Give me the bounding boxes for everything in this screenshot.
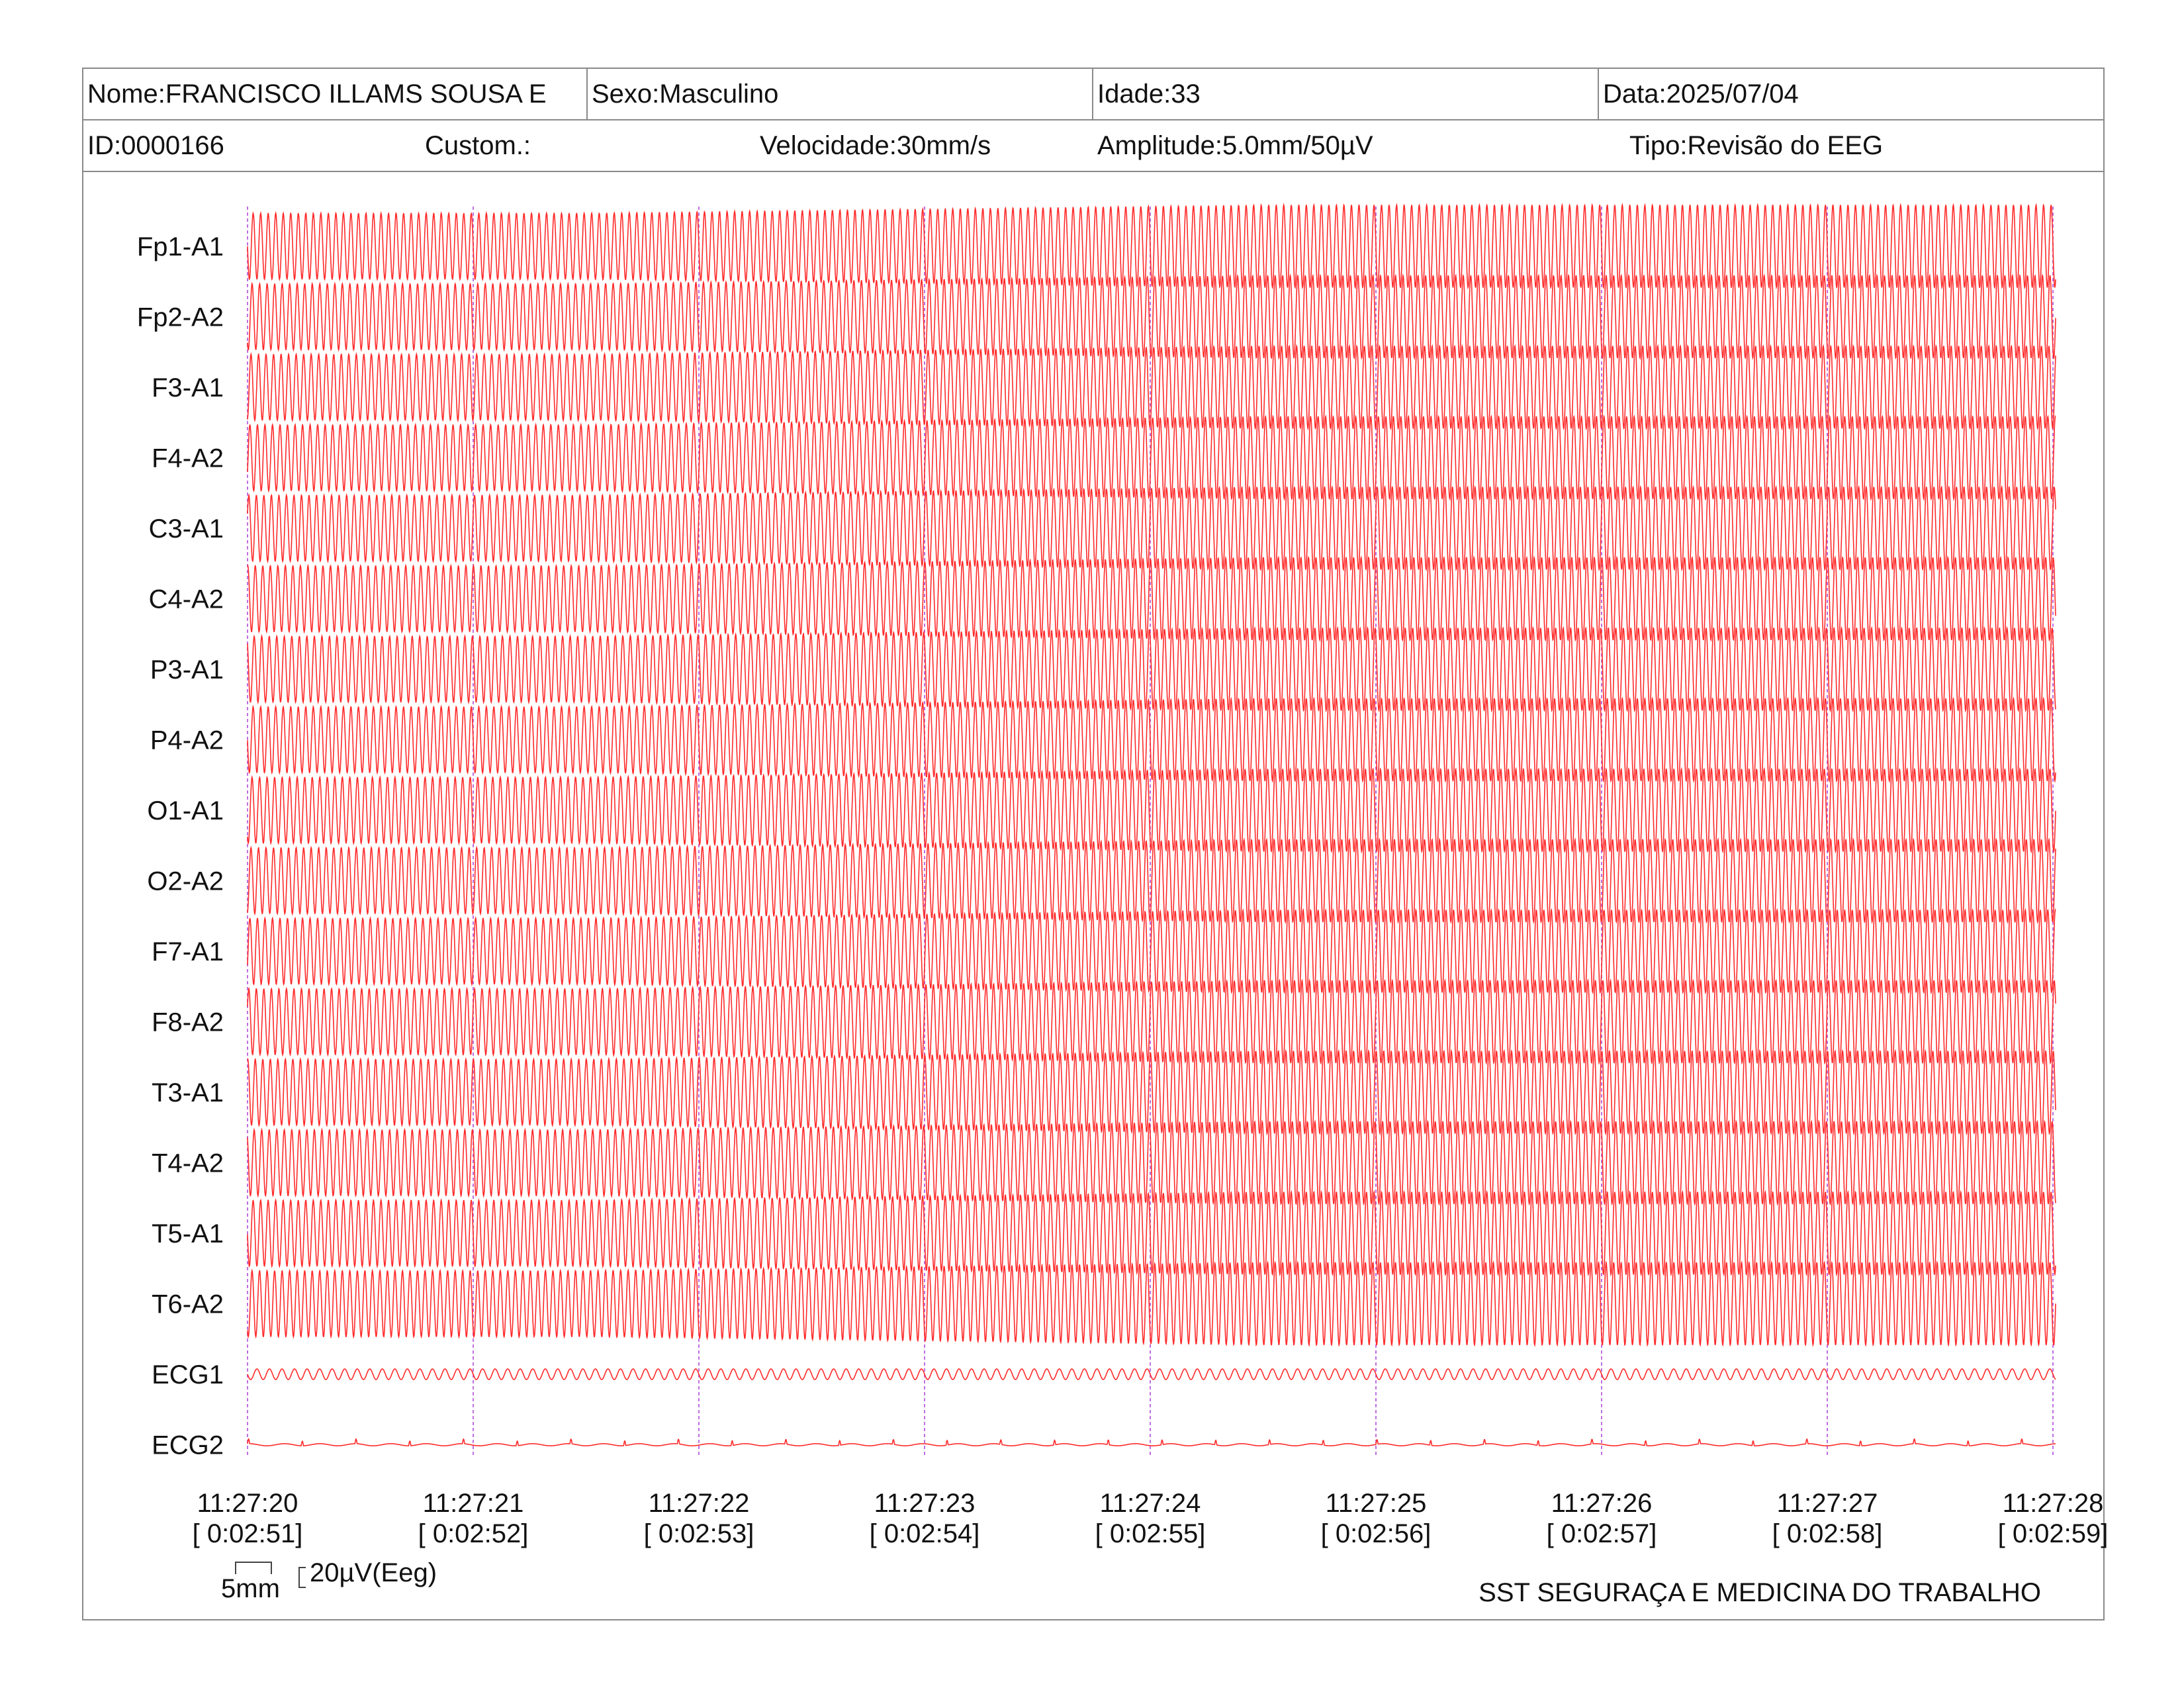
- channel-trace: [247, 1119, 2056, 1206]
- channel-trace: [247, 696, 2056, 784]
- elapsed-tick-label: [ 0:02:51]: [193, 1519, 303, 1548]
- time-tick-label: 11:27:22: [649, 1489, 750, 1518]
- patient-age: Idade:33: [1092, 69, 1598, 119]
- channel-label: C4-A2: [149, 585, 224, 614]
- patient-id: ID:0000166: [87, 130, 224, 160]
- channel-trace: [247, 908, 2056, 995]
- elapsed-tick-label: [ 0:02:54]: [870, 1519, 980, 1548]
- channel-label: F7-A1: [152, 937, 224, 966]
- scale-time-label: 5mm: [221, 1574, 280, 1603]
- channel-label: ECG2: [152, 1431, 224, 1460]
- channel-trace: [247, 1190, 2056, 1277]
- time-axis-labels: 11:27:20[ 0:02:51] 11:27:21[ 0:02:52] 11:2…: [193, 1489, 2109, 1548]
- company-name: SST SEGURAÇA E MEDICINA DO TRABALHO: [1479, 1578, 2041, 1607]
- elapsed-tick-label: [ 0:02:53]: [644, 1519, 754, 1548]
- channel-label: F3-A1: [152, 373, 224, 402]
- time-tick-label: 11:27:20: [197, 1489, 298, 1518]
- channel-trace: [247, 414, 2056, 502]
- channel-trace: [247, 837, 2056, 925]
- channel-label: T4-A2: [152, 1149, 224, 1178]
- header-row-patient: Nome:FRANCISCO ILLAMS SOUSA E Sexo:Mascu…: [83, 69, 2103, 120]
- time-tick-label: 11:27:27: [1777, 1489, 1878, 1518]
- channel-label: T3-A1: [152, 1078, 224, 1107]
- channel-traces: [247, 203, 2056, 1447]
- elapsed-tick-label: [ 0:02:52]: [418, 1519, 529, 1548]
- channel-label: F4-A2: [152, 444, 224, 473]
- header-row-exam: ID:0000166 Custom.: Velocidade:30mm/s Am…: [83, 120, 2103, 172]
- scale-amp-label: 20µV(Eeg): [310, 1558, 437, 1587]
- channel-trace: [247, 1260, 2056, 1348]
- channel-trace: [247, 344, 2056, 431]
- time-tick-label: 11:27:21: [423, 1489, 524, 1518]
- scale-bar-icon: [235, 1562, 306, 1588]
- channel-trace: [247, 555, 2056, 642]
- custom-field: Custom.:: [425, 130, 531, 160]
- channel-label: F8-A2: [152, 1008, 224, 1037]
- speed-setting: Velocidade:30mm/s: [760, 130, 991, 160]
- review-type: Tipo:Revisão do EEG: [1629, 130, 1884, 160]
- channel-label: C3-A1: [149, 514, 224, 543]
- channel-label: O1-A1: [147, 796, 224, 825]
- channel-trace: [247, 203, 2056, 290]
- time-tick-label: 11:27:26: [1551, 1489, 1653, 1518]
- channel-label: ECG1: [152, 1360, 224, 1389]
- patient-sex: Sexo:Masculino: [586, 69, 1092, 119]
- channel-label: P3-A1: [150, 655, 224, 684]
- channel-label: T5-A1: [152, 1219, 224, 1248]
- channel-label: Fp2-A2: [137, 303, 224, 332]
- patient-name: Nome:FRANCISCO ILLAMS SOUSA E: [87, 79, 547, 109]
- elapsed-tick-label: [ 0:02:59]: [1998, 1519, 2109, 1548]
- channel-trace: [247, 1368, 2056, 1380]
- channel-trace: [247, 1438, 2056, 1447]
- elapsed-tick-label: [ 0:02:55]: [1095, 1519, 1206, 1548]
- channel-trace: [247, 273, 2056, 361]
- elapsed-tick-label: [ 0:02:56]: [1321, 1519, 1432, 1548]
- elapsed-tick-label: [ 0:02:58]: [1772, 1519, 1883, 1548]
- eeg-report-sheet: Nome:FRANCISCO ILLAMS SOUSA E Sexo:Mascu…: [82, 68, 2105, 1620]
- channel-label: O2-A2: [147, 867, 224, 896]
- channel-trace: [247, 1049, 2056, 1136]
- channel-label: P4-A2: [150, 726, 224, 755]
- channel-label: Fp1-A1: [137, 232, 224, 261]
- channel-label: T6-A2: [152, 1290, 224, 1319]
- exam-date: Data:2025/07/04: [1598, 69, 2103, 119]
- channel-trace: [247, 978, 2056, 1065]
- channel-labels: Fp1-A1 Fp2-A2 F3-A1 F4-A2 C3-A1 C4-A2 P3-A1 P4-…: [137, 232, 224, 1460]
- channel-trace: [247, 626, 2056, 713]
- channel-trace: [247, 767, 2056, 854]
- time-tick-label: 11:27:25: [1326, 1489, 1427, 1518]
- time-tick-label: 11:27:28: [2003, 1489, 2104, 1518]
- amplitude-setting: Amplitude:5.0mm/50µV: [1097, 130, 1373, 160]
- time-tick-label: 11:27:23: [874, 1489, 976, 1518]
- time-tick-label: 11:27:24: [1100, 1489, 1201, 1518]
- channel-trace: [247, 485, 2056, 572]
- elapsed-tick-label: [ 0:02:57]: [1547, 1519, 1657, 1548]
